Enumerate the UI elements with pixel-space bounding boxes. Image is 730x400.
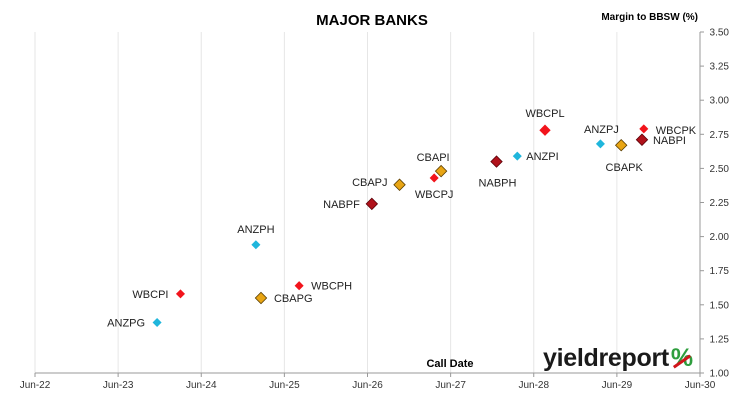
point-label-nabpf: NABPF (323, 199, 360, 211)
point-wbcph (294, 281, 304, 291)
point-cbapg (254, 291, 268, 305)
y-tick-label: 2.50 (710, 164, 730, 175)
axes (34, 31, 704, 377)
point-label-cbapi: CBAPI (417, 152, 450, 164)
point-label-anzph: ANZPH (237, 224, 274, 236)
point-anzpi (512, 151, 522, 161)
point-anzph (251, 240, 261, 250)
point-wbcpk (639, 124, 649, 134)
x-tick-label: Jun-25 (269, 380, 300, 391)
point-anzpg (152, 318, 162, 328)
point-label-cbapj: CBAPJ (352, 177, 387, 189)
x-tick-label: Jun-26 (352, 380, 383, 391)
point-label-anzpg: ANZPG (107, 318, 145, 330)
y-tick-label: 3.00 (710, 96, 730, 107)
x-axis-title: Call Date (426, 358, 473, 370)
y-tick-label: 3.50 (710, 28, 730, 39)
point-label-wbcpl: WBCPL (525, 108, 564, 120)
point-nabph (490, 155, 503, 168)
point-cbapj (393, 178, 406, 191)
y-tick-label: 1.25 (710, 334, 730, 345)
point-cbapk (614, 138, 628, 152)
point-nabpi (635, 133, 649, 146)
y-tick-label: 1.75 (710, 266, 730, 277)
y-axis-ticks: 1.00 1.25 1.50 1.75 2.00 2.25 2.50 2.75 3.00 3.25… (710, 28, 730, 380)
point-label-wbcpi: WBCPI (132, 289, 168, 301)
point-labels: ANZPG WBCPI CBAPG ANZPH WBCPH NABPF CBAPJ WBCPJ… (107, 108, 697, 329)
x-tick-label: Jun-24 (186, 380, 217, 391)
x-tick-label: Jun-23 (103, 380, 134, 391)
point-anzpj (595, 139, 605, 149)
point-cbapi (434, 164, 448, 178)
x-tick-label: Jun-22 (20, 380, 51, 391)
x-tick-label: Jun-28 (518, 380, 549, 391)
point-label-cbapk: CBAPK (606, 162, 644, 174)
logo-percent-icon: % (670, 344, 693, 372)
yieldreport-logo: yieldreport% (543, 343, 693, 373)
point-label-anzpj: ANZPJ (584, 124, 619, 136)
y-axis-title: Margin to BBSW (%) (601, 12, 698, 23)
y-tick-label: 3.25 (710, 62, 730, 73)
x-tick-label: Jun-30 (685, 380, 716, 391)
y-tick-label: 2.25 (710, 198, 730, 209)
data-points (152, 124, 649, 328)
point-label-anzpi: ANZPI (526, 151, 558, 163)
point-wbcpi (175, 289, 185, 299)
y-tick-label: 1.50 (710, 300, 730, 311)
point-label-nabpi: NABPI (653, 135, 686, 147)
chart-title: MAJOR BANKS (316, 12, 428, 29)
point-label-wbcpk: WBCPK (656, 125, 697, 137)
point-wbcpl (539, 124, 551, 136)
x-tick-label: Jun-29 (602, 380, 633, 391)
x-tick-label: Jun-27 (435, 380, 466, 391)
point-wbcpj (429, 173, 439, 183)
y-tick-label: 1.00 (710, 369, 730, 380)
x-axis-ticks: Jun-22 Jun-23 Jun-24 Jun-25 Jun-26 Jun-27 Jun-… (20, 380, 716, 391)
point-label-wbcpj: WBCPJ (415, 189, 454, 201)
point-nabpf (365, 197, 379, 211)
point-label-nabph: NABPH (479, 178, 517, 190)
point-label-wbcph: WBCPH (311, 281, 352, 293)
y-tick-label: 2.00 (710, 232, 730, 243)
point-label-cbapg: CBAPG (274, 293, 313, 305)
y-tick-label: 2.75 (710, 130, 730, 141)
logo-text: yieldreport (543, 344, 669, 372)
